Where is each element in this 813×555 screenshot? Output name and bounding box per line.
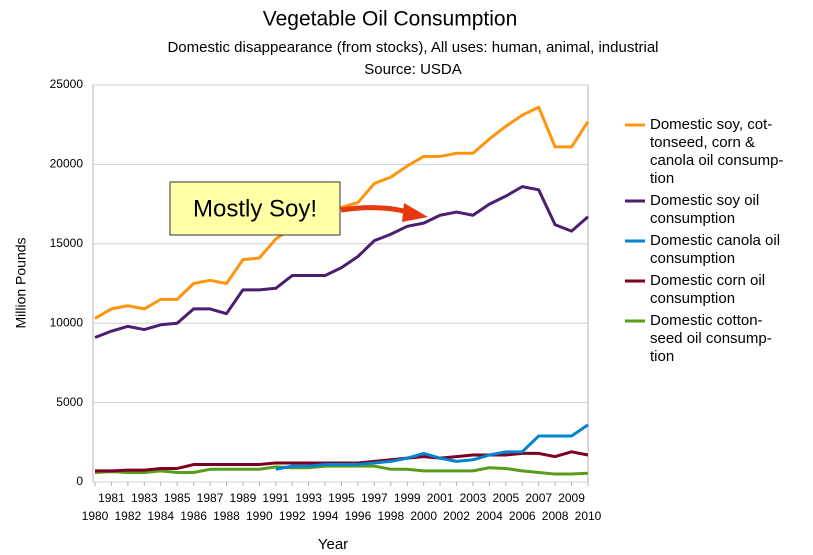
x-tick-label: 2008 — [542, 509, 569, 523]
legend-label: Domestic corn oil consumption — [650, 272, 766, 307]
legend-label: Domestic cotton-seed oil consump-tion — [650, 312, 772, 365]
x-tick-label: 2005 — [492, 491, 519, 505]
x-tick-label: 2007 — [525, 491, 552, 505]
x-axis-title: Year — [318, 536, 348, 553]
annotation-arrow — [340, 205, 413, 216]
x-tick-label: 1985 — [164, 491, 191, 505]
x-tick-label: 1998 — [377, 509, 404, 523]
x-tick-label: 1980 — [82, 509, 109, 523]
x-tick-label: 1994 — [312, 509, 339, 523]
x-tick-label: 1984 — [147, 509, 174, 523]
chart-title: Vegetable Oil Consumption — [263, 8, 518, 31]
x-tick-label: 1995 — [328, 491, 355, 505]
x-tick-label: 1983 — [131, 491, 158, 505]
y-tick-label: 0 — [76, 474, 83, 488]
x-tick-label: 1987 — [197, 491, 224, 505]
x-tick-label: 2002 — [443, 509, 470, 523]
x-tick-label: 1981 — [98, 491, 125, 505]
x-tick-label: 2003 — [460, 491, 487, 505]
x-tick-label: 1996 — [345, 509, 372, 523]
x-tick-label: 1982 — [115, 509, 142, 523]
x-tick-label: 2000 — [410, 509, 437, 523]
x-tick-label: 2009 — [558, 491, 585, 505]
series-line — [94, 105, 590, 320]
x-tick-label: 2001 — [427, 491, 454, 505]
plot-frame — [92, 84, 589, 483]
plot-area: 0 5000 10000 15000 20000 25000 1980 1981 1982 198… — [50, 77, 602, 523]
y-tick-label: 15000 — [50, 236, 84, 250]
x-tick-label: 1997 — [361, 491, 388, 505]
x-tick-label: 1999 — [394, 491, 421, 505]
x-tick-label: 2004 — [476, 509, 503, 523]
series-line — [95, 450, 589, 473]
series-line — [94, 185, 589, 339]
legend-label: Domestic soy oil consumption — [650, 192, 760, 227]
x-tick-label: 2010 — [575, 509, 602, 523]
annotation-arrowhead — [402, 203, 428, 222]
series-line — [94, 464, 589, 476]
x-tick-label: 1992 — [279, 509, 306, 523]
y-tick-label: 25000 — [50, 77, 84, 91]
x-tick-label: 1988 — [213, 509, 240, 523]
y-tick-label: 20000 — [50, 157, 84, 171]
y-tick-label: 10000 — [50, 315, 84, 329]
x-tick-label: 1993 — [295, 491, 322, 505]
series-line — [275, 423, 589, 471]
x-tick-label: 2006 — [509, 509, 536, 523]
x-tick-label: 1990 — [246, 509, 273, 523]
x-tick-label: 1989 — [230, 491, 257, 505]
legend-label: Domestic canola oil consumption — [650, 232, 781, 267]
legend-label: Domestic soy, cot-tonseed, corn & canola… — [650, 116, 784, 187]
y-axis-title: Million Pounds — [13, 237, 29, 328]
x-tick-label: 1986 — [180, 509, 207, 523]
chart-subtitle: Domestic disappearance (from stocks), Al… — [167, 39, 658, 56]
chart-source: Source: USDA — [364, 61, 462, 78]
annotation-box — [169, 181, 341, 236]
y-tick-label: 5000 — [56, 395, 83, 409]
annotation-text: Mostly Soy! — [193, 195, 317, 222]
x-tick-label: 1991 — [262, 491, 289, 505]
